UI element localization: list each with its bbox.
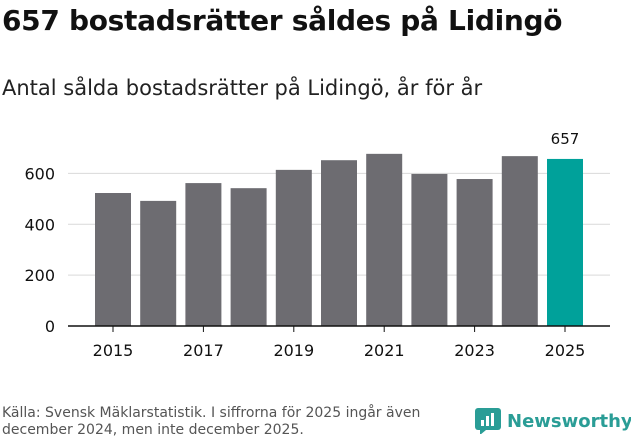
bar	[140, 200, 177, 326]
bar	[411, 173, 448, 326]
newsworthy-logo-icon	[475, 408, 501, 434]
bar	[501, 156, 538, 326]
y-tick-label: 0	[45, 317, 55, 336]
chart-subtitle: Antal sålda bostadsrätter på Lidingö, år…	[2, 76, 483, 100]
bar	[230, 188, 267, 326]
brand-name: Newsworthy	[507, 410, 631, 432]
x-tick-label: 2019	[273, 341, 314, 360]
y-tick-label: 400	[24, 215, 55, 234]
bar	[185, 183, 222, 326]
source-note: Källa: Svensk Mäklarstatistik. I siffror…	[2, 405, 421, 438]
x-tick-label: 2025	[545, 341, 586, 360]
bar	[456, 179, 493, 326]
data-label: 657	[551, 130, 580, 148]
bar	[275, 169, 312, 326]
chart-title: 657 bostadsrätter såldes på Lidingö	[2, 4, 563, 37]
bar-chart: 0 200 400 600 657 2015 2017 2019 2021 2023 2025	[24, 130, 610, 360]
bar	[321, 160, 357, 326]
bar	[366, 153, 403, 326]
newsworthy-logo: Newsworthy	[475, 408, 631, 434]
bar	[547, 158, 583, 326]
y-tick-label: 600	[24, 164, 55, 183]
y-tick-label: 200	[24, 266, 55, 285]
x-tick-label: 2015	[93, 341, 134, 360]
x-tick-label: 2017	[183, 341, 224, 360]
x-tick-label: 2021	[364, 341, 405, 360]
x-tick-label: 2023	[454, 341, 495, 360]
bar	[95, 193, 131, 326]
